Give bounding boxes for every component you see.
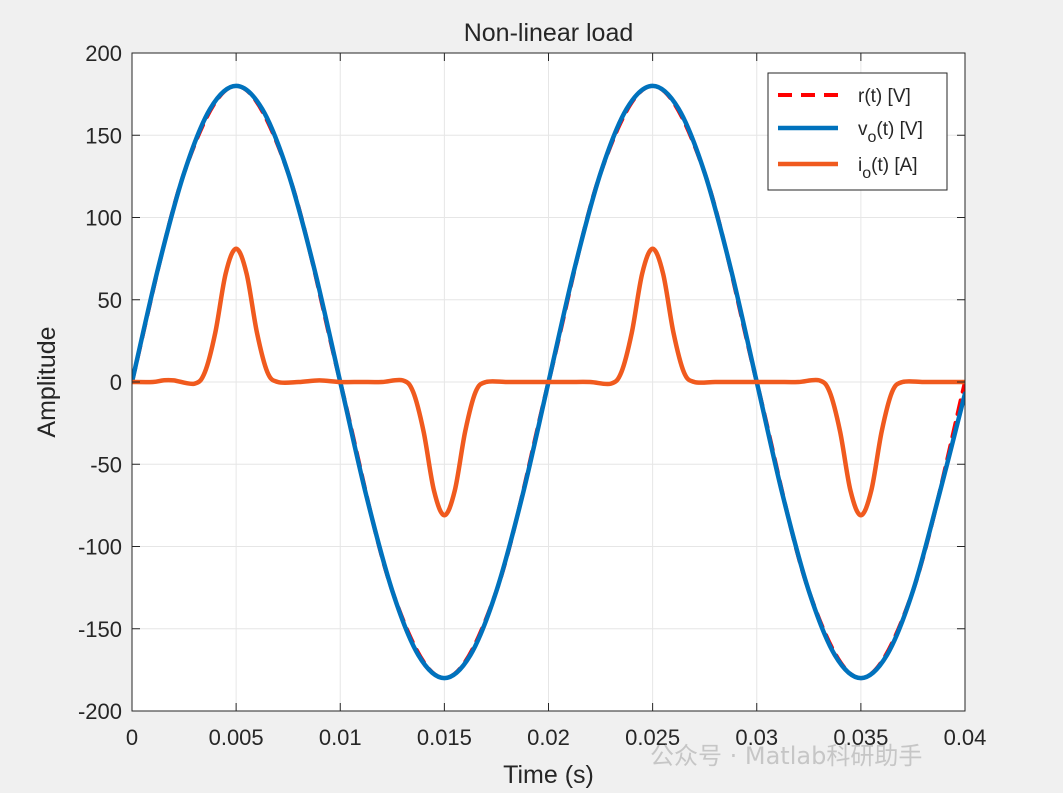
y-tick-label: -50	[90, 452, 122, 477]
series-layer	[132, 83, 965, 681]
y-axis-label: Amplitude	[33, 326, 61, 437]
x-tick-labels: 0 0.005 0.01 0.015 0.02 0.025 0.03 0.035 0.04	[126, 725, 987, 750]
legend-label-0: r(t) [V]	[858, 86, 911, 107]
y-tick-label: 200	[85, 41, 122, 66]
x-tick-label: 0.025	[625, 725, 680, 750]
x-tick-label: 0.015	[417, 725, 472, 750]
y-tick-label: 50	[98, 288, 122, 313]
x-tick-label: 0.04	[944, 725, 987, 750]
series-line-2	[132, 246, 965, 518]
y-tick-label: -150	[78, 617, 122, 642]
y-tick-label: 150	[85, 123, 122, 148]
legend-label-1: vo(t) [V]	[858, 119, 923, 146]
legend-box	[767, 72, 948, 191]
y-tick-label: 0	[110, 370, 122, 395]
x-tick-label: 0.02	[527, 725, 570, 750]
x-tick-label: 0.035	[833, 725, 888, 750]
x-tick-label: 0	[126, 725, 138, 750]
legend-label-2: io(t) [A]	[858, 155, 918, 182]
legend: r(t) [V] vo(t) [V] io(t) [A]	[767, 72, 948, 191]
chart-title: Non-linear load	[464, 19, 634, 47]
y-tick-labels: 200 150 100 50 0 -50 -100 -150 -200	[78, 41, 122, 724]
watermark: 公众号 · Matlab科研助手	[650, 742, 923, 770]
x-tick-label: 0.005	[209, 725, 264, 750]
x-tick-label: 0.01	[319, 725, 362, 750]
x-tick-label: 0.03	[735, 725, 778, 750]
y-tick-label: -200	[78, 699, 122, 724]
ticks	[131, 52, 966, 712]
y-tick-label: 100	[85, 206, 122, 231]
x-axis-label: Time (s)	[503, 761, 594, 789]
y-tick-label: -100	[78, 535, 122, 560]
